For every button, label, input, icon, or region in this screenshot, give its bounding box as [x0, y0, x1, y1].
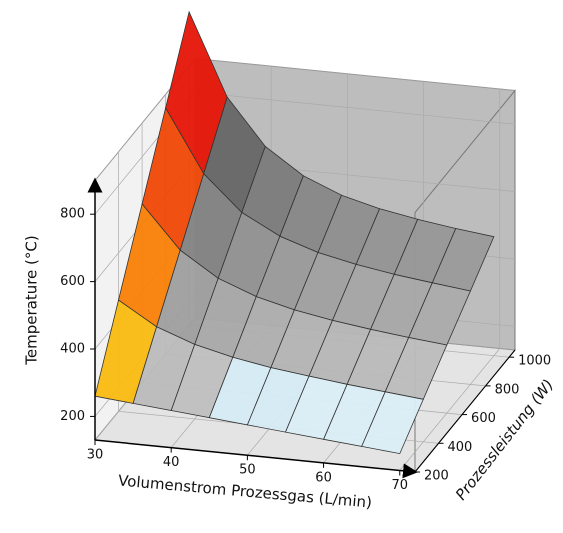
x-tick-label: 50: [239, 463, 256, 478]
x-tick-label: 60: [315, 470, 332, 485]
plot: 30 40 50 60 70 200 400 600 800 1000 200 400 600 800: [60, 10, 551, 493]
y-tick-label: 600: [471, 411, 496, 426]
x-tick-label: 30: [87, 448, 104, 463]
z-tick-label: 400: [60, 342, 85, 357]
x-tick-label: 40: [163, 455, 180, 470]
x-axis: [94, 439, 418, 479]
z-tick-label: 800: [60, 207, 85, 222]
z-axis-title: Temperature (°C): [23, 235, 41, 365]
z-tick-label: 600: [60, 274, 85, 289]
z-tick-label: 200: [60, 409, 85, 424]
y-tick-label: 200: [424, 469, 449, 484]
x-tick-label: 70: [391, 478, 408, 493]
y-tick-label: 800: [495, 382, 520, 397]
y-axis: [414, 349, 516, 473]
y-tick-label: 400: [448, 440, 473, 455]
surface-patch: [361, 391, 424, 455]
grid-line: [399, 89, 501, 471]
y-tick-label: 1000: [518, 354, 551, 369]
